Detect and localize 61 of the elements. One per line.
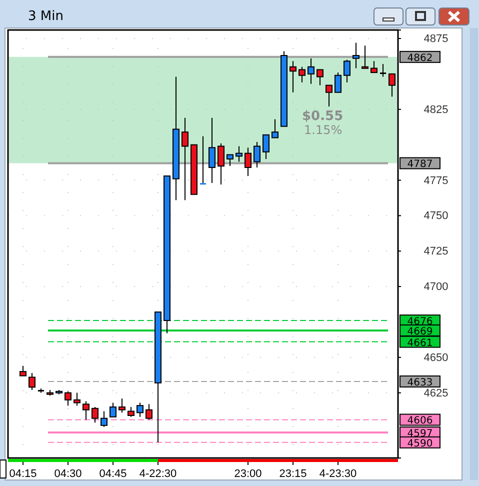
candlestick — [344, 59, 350, 83]
candlestick — [218, 142, 224, 185]
candlestick — [118, 398, 126, 414]
candlestick — [136, 402, 144, 418]
ref-line-label: 4676 — [407, 316, 433, 328]
ref-line-label: 4669 — [407, 326, 433, 338]
y-tick-label: 4875 — [424, 33, 448, 46]
ref-line-label: 4862 — [407, 52, 433, 64]
ref-line-label: 4787 — [407, 159, 433, 170]
candlestick — [316, 69, 324, 86]
candlestick — [110, 402, 116, 418]
candlestick — [100, 410, 108, 428]
ref-line-label: 4590 — [407, 438, 433, 450]
candlestick — [380, 64, 386, 78]
y-tick-label: 4750 — [424, 210, 448, 222]
ref-line-label: 4661 — [407, 338, 433, 349]
candlestick — [20, 365, 26, 376]
y-tick-label: 4625 — [424, 387, 448, 400]
x-tick-label: 04:30 — [54, 468, 82, 480]
ref-line-label: 4606 — [407, 416, 433, 427]
candlestick — [326, 84, 332, 108]
candlestick — [200, 136, 206, 185]
candlestick — [244, 147, 252, 176]
candlestick — [182, 117, 188, 201]
candlestick — [208, 117, 216, 184]
candlestick — [146, 404, 152, 420]
candlestick — [92, 406, 98, 424]
candlestick — [226, 154, 234, 167]
candlestick — [82, 400, 90, 420]
candlestick — [370, 60, 378, 74]
x-tick-label: 23:00 — [234, 468, 262, 480]
y-tick-label: 4775 — [424, 174, 448, 187]
x-tick-label: 04:45 — [99, 468, 127, 480]
ref-line-label: 4633 — [407, 377, 433, 388]
candlestick — [352, 42, 360, 69]
candlestick — [388, 73, 396, 98]
candlestick — [28, 372, 36, 390]
candlestick — [262, 134, 270, 160]
candlestick — [334, 72, 342, 93]
candlestick — [290, 60, 296, 93]
x-tick-label: 4-22:30 — [139, 468, 177, 480]
candlestick — [64, 390, 72, 406]
annotation: 1.15% — [304, 123, 342, 137]
y-tick-label: 4700 — [424, 281, 448, 294]
candlestick — [308, 58, 314, 84]
chart-title: 3 Min — [28, 9, 64, 24]
candlestick — [254, 141, 260, 168]
x-tick-label: 23:15 — [279, 468, 307, 480]
ref-line-label: 4597 — [407, 428, 433, 440]
annotation: $0.55 — [302, 109, 344, 124]
candlestick — [362, 45, 368, 69]
candlestick — [272, 118, 278, 138]
y-tick-label: 4825 — [424, 104, 448, 116]
y-tick-label: 4650 — [424, 352, 448, 364]
candlestick — [128, 406, 134, 418]
y-tick-label: 4725 — [424, 246, 448, 258]
x-tick-label: 04:15 — [9, 468, 37, 480]
candlestick — [74, 392, 80, 406]
x-tick-label: 4-23:30 — [319, 468, 357, 480]
candlestick — [298, 66, 306, 83]
candlestick — [236, 146, 242, 162]
